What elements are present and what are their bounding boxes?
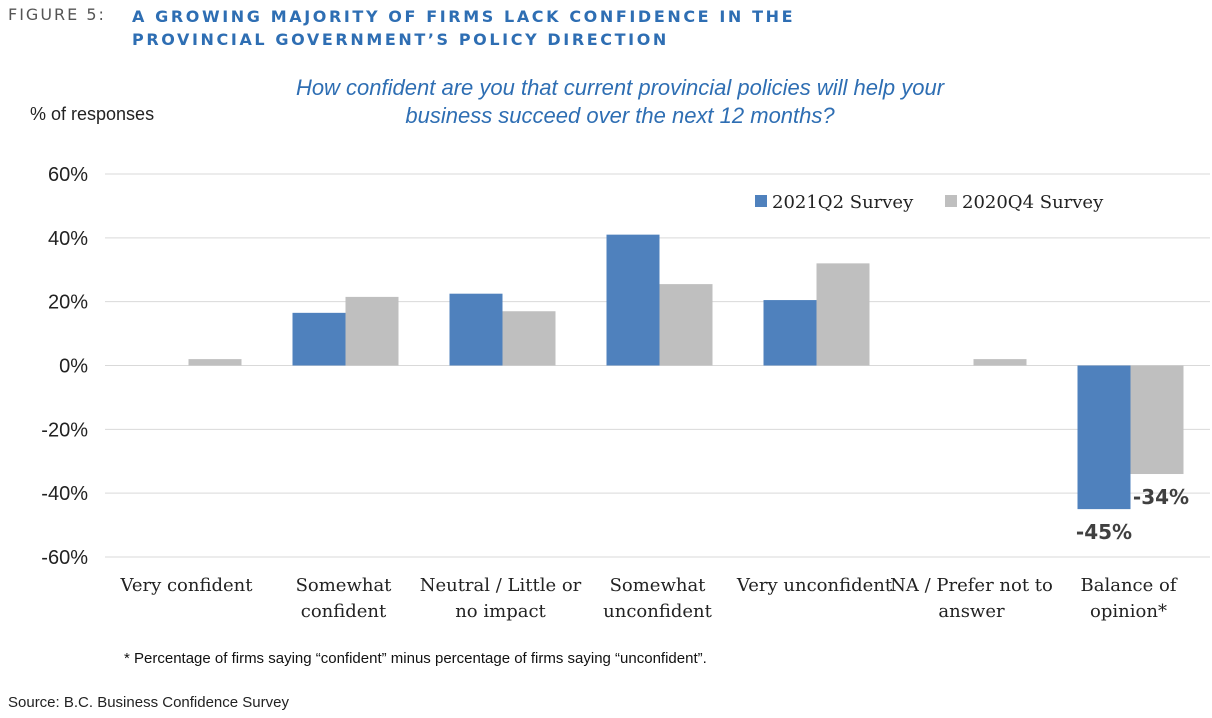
legend-label: 2021Q2 Survey <box>772 192 914 213</box>
x-tick-label: opinion* <box>1090 601 1167 622</box>
bar-2021q2 <box>292 312 346 366</box>
bar-2020q4 <box>345 296 399 366</box>
source-note: Source: B.C. Business Confidence Survey <box>8 694 289 711</box>
y-tick-label: -60% <box>41 547 88 569</box>
legend-label: 2020Q4 Survey <box>962 192 1104 213</box>
y-tick-label: -40% <box>41 483 88 505</box>
y-tick-label: 0% <box>59 356 88 378</box>
chart-title: How confident are you that current provi… <box>295 75 945 128</box>
bar-2020q4 <box>659 284 713 366</box>
x-tick-label: Balance of <box>1081 575 1178 596</box>
y-tick-label: 20% <box>48 292 88 314</box>
bar-2020q4 <box>502 311 556 366</box>
x-tick-label: Somewhat <box>610 575 707 596</box>
data-label: -34% <box>1133 485 1189 509</box>
y-axis-label: % of responses <box>30 104 155 124</box>
bar-2020q4 <box>973 359 1027 366</box>
x-tick-label: Very unconfident <box>736 575 893 596</box>
x-tick-label: no impact <box>455 601 546 622</box>
x-tick-label: unconfident <box>603 601 712 622</box>
x-tick-label: confident <box>301 601 387 622</box>
figure-title: A GROWING MAJORITY OF FIRMS LACK CONFIDE… <box>132 7 796 49</box>
bar-2021q2 <box>449 293 503 366</box>
legend-swatch <box>945 195 957 207</box>
x-tick-label: Neutral / Little or <box>420 575 582 596</box>
y-tick-label: 60% <box>48 164 88 186</box>
data-label: -45% <box>1076 520 1132 544</box>
x-tick-label: Very confident <box>119 575 253 596</box>
footnote: * Percentage of firms saying “confident”… <box>124 650 707 667</box>
figure-label: FIGURE 5: <box>8 5 106 24</box>
x-tick-label: Somewhat <box>296 575 393 596</box>
y-tick-label: -20% <box>41 419 88 441</box>
bar-2021q2 <box>606 234 660 366</box>
legend-swatch <box>755 195 767 207</box>
bar-2020q4 <box>1130 365 1184 475</box>
bar-2020q4 <box>816 263 870 366</box>
x-tick-label: NA / Prefer not to <box>890 575 1053 596</box>
bar-2021q2 <box>763 300 817 366</box>
y-tick-label: 40% <box>48 228 88 250</box>
bar-2020q4 <box>188 359 242 366</box>
bar-2021q2 <box>1077 365 1131 510</box>
x-tick-label: answer <box>938 601 1005 622</box>
